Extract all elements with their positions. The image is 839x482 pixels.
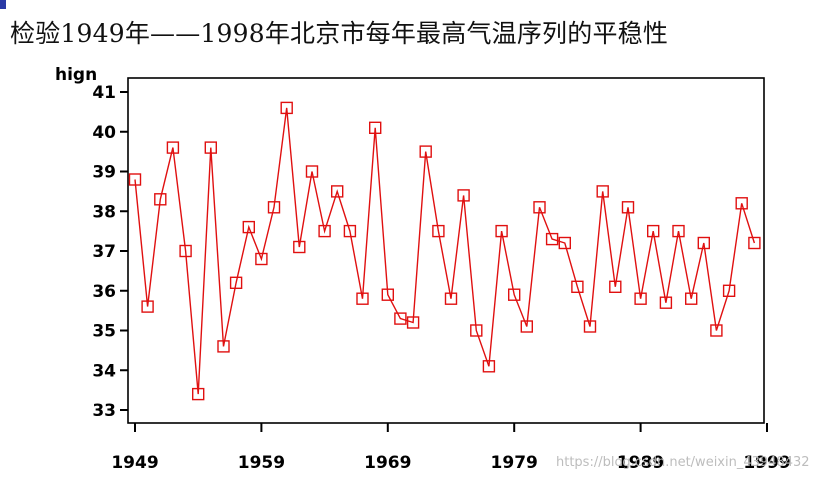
chart-axes bbox=[127, 77, 765, 424]
data-point bbox=[520, 320, 533, 333]
data-point bbox=[191, 387, 205, 401]
data-point bbox=[406, 316, 420, 329]
data-point bbox=[419, 145, 432, 158]
x-tick-label: 1969 bbox=[364, 453, 411, 473]
data-point bbox=[596, 185, 609, 198]
watermark: https://blog.csdn.net/weixin_43948432 bbox=[556, 455, 810, 470]
data-point bbox=[343, 224, 357, 238]
data-point bbox=[432, 224, 445, 238]
data-point bbox=[128, 173, 142, 186]
data-point bbox=[470, 324, 483, 337]
data-point bbox=[280, 101, 293, 115]
chart-title: 检验1949年——1998年北京市每年最高气温序列的平稳性 bbox=[10, 19, 669, 48]
data-point bbox=[229, 276, 243, 289]
data-point bbox=[609, 280, 622, 293]
y-tick-label: 33 bbox=[92, 401, 116, 421]
y-axis-label: hign bbox=[55, 65, 97, 85]
data-point bbox=[558, 236, 571, 250]
data-point bbox=[305, 165, 319, 178]
x-tick-label: 1949 bbox=[111, 453, 158, 473]
data-point bbox=[583, 320, 597, 333]
data-point bbox=[217, 340, 230, 353]
data-point bbox=[571, 280, 584, 293]
data-point bbox=[533, 201, 546, 214]
data-point bbox=[508, 288, 521, 301]
x-tick-label: 1979 bbox=[491, 453, 538, 473]
data-point bbox=[381, 288, 394, 301]
y-tick-label: 36 bbox=[92, 282, 116, 302]
data-point bbox=[457, 189, 470, 202]
y-tick-label: 38 bbox=[92, 202, 116, 222]
data-point bbox=[141, 300, 154, 313]
data-point bbox=[293, 240, 306, 254]
data-point bbox=[545, 232, 559, 246]
x-tick-label: 1989 bbox=[617, 453, 664, 473]
data-point bbox=[634, 292, 647, 305]
series-markers bbox=[128, 101, 761, 401]
corner-mark bbox=[0, 0, 6, 9]
data-point bbox=[154, 193, 167, 206]
data-point bbox=[495, 224, 508, 238]
data-point bbox=[482, 360, 496, 373]
y-tick-label: 35 bbox=[92, 322, 116, 342]
data-point bbox=[204, 141, 218, 154]
data-point bbox=[621, 201, 635, 214]
data-point bbox=[267, 201, 281, 214]
plot-frame bbox=[127, 77, 765, 424]
data-point bbox=[318, 224, 331, 238]
data-point bbox=[331, 185, 344, 198]
data-point bbox=[735, 197, 748, 210]
data-point bbox=[394, 312, 407, 325]
y-tick-label: 39 bbox=[92, 163, 116, 183]
data-point bbox=[685, 292, 698, 305]
data-point bbox=[659, 296, 673, 309]
series-line bbox=[134, 107, 756, 395]
y-tick-label: 34 bbox=[92, 361, 116, 381]
y-tick-label: 41 bbox=[92, 83, 116, 103]
data-point bbox=[444, 292, 458, 305]
y-tick-label: 40 bbox=[92, 123, 116, 143]
data-point bbox=[179, 244, 192, 258]
data-point bbox=[356, 292, 369, 305]
data-point bbox=[672, 224, 685, 238]
y-tick-label: 37 bbox=[92, 242, 116, 262]
data-point bbox=[647, 224, 660, 238]
x-tick-label: 1959 bbox=[238, 453, 285, 473]
x-tick-label: 1999 bbox=[743, 453, 790, 473]
data-point bbox=[255, 252, 268, 266]
data-point bbox=[710, 324, 723, 337]
chart-ticks: 33 34 35 36 37 38 39 40 41 1949 1959 1969 1979 1989 19… bbox=[92, 83, 790, 473]
data-point bbox=[697, 236, 710, 250]
data-point bbox=[242, 220, 256, 234]
data-point bbox=[722, 284, 736, 297]
data-point bbox=[748, 236, 761, 250]
data-point bbox=[369, 121, 382, 135]
data-point bbox=[166, 141, 180, 154]
